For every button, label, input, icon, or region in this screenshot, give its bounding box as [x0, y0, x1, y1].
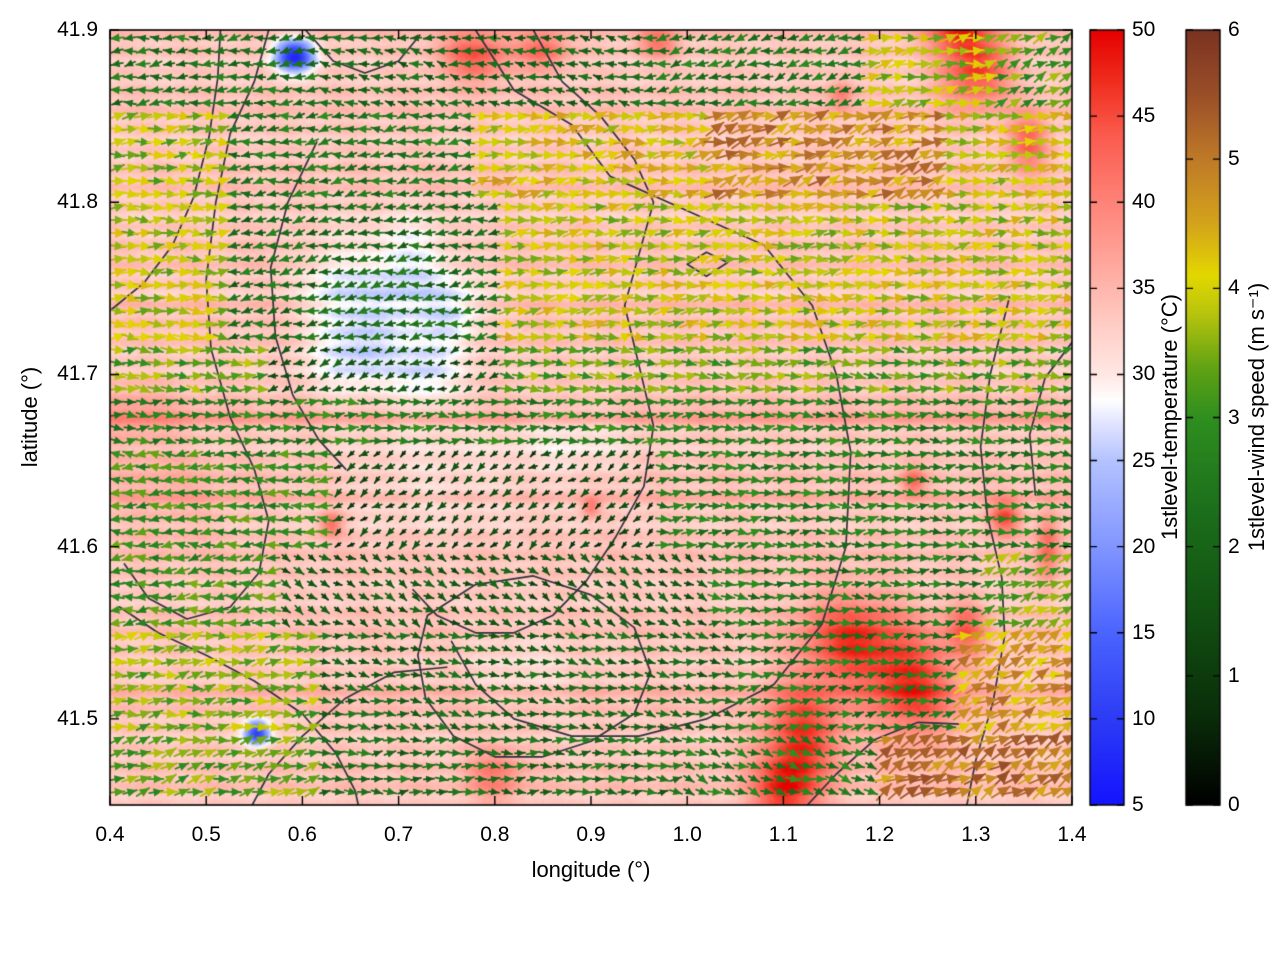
temperature-colorbar-label: 1stlevel-temperature (°C) [1157, 294, 1182, 540]
y-axis-label: latitude (°) [17, 366, 42, 468]
windspeed-colorbar-label: 1stlevel-wind speed (m s⁻¹) [1244, 282, 1269, 552]
x-axis-label: longitude (°) [531, 857, 651, 882]
